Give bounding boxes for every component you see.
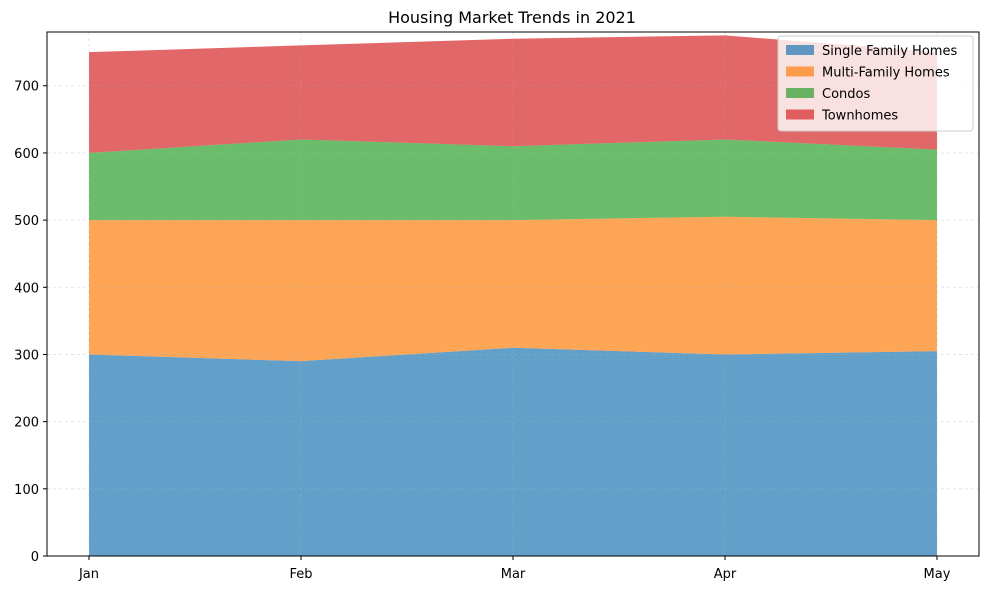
x-tick-label: Feb <box>289 567 312 582</box>
y-tick-label: 400 <box>14 281 39 296</box>
y-tick-label: 200 <box>14 416 39 431</box>
x-tick-label: Jan <box>78 567 99 582</box>
chart-title: Housing Market Trends in 2021 <box>388 8 636 27</box>
legend-swatch <box>786 45 814 55</box>
area-townhomes <box>89 35 937 153</box>
x-tick-label: May <box>924 567 951 582</box>
y-tick-label: 300 <box>14 348 39 363</box>
y-tick-label: 0 <box>31 550 39 565</box>
area-condos <box>89 139 937 221</box>
legend-label: Single Family Homes <box>822 44 957 59</box>
legend-swatch <box>786 109 814 120</box>
y-tick-label: 600 <box>14 147 39 162</box>
y-tick-label: 500 <box>14 214 39 229</box>
y-tick-label: 700 <box>14 80 39 95</box>
legend-swatch <box>786 66 814 77</box>
axes: 0 100 200 300 400 500 600 700 Jan Feb Mar Apr May <box>14 31 980 582</box>
area-single-family-homes <box>89 347 937 556</box>
y-tick-label: 100 <box>14 483 39 498</box>
legend-label: Condos <box>822 87 870 102</box>
legend-label: Multi-Family Homes <box>822 66 950 81</box>
x-tick-label: Apr <box>714 567 737 582</box>
area-multi-family-homes <box>89 216 937 362</box>
legend-label: Townhomes <box>821 109 898 124</box>
area-series <box>89 35 937 556</box>
legend: Single Family Homes Multi-Family Homes Con… <box>777 35 974 132</box>
x-tick-label: Mar <box>501 567 526 582</box>
legend-box <box>777 35 974 132</box>
legend-swatch <box>786 88 814 98</box>
